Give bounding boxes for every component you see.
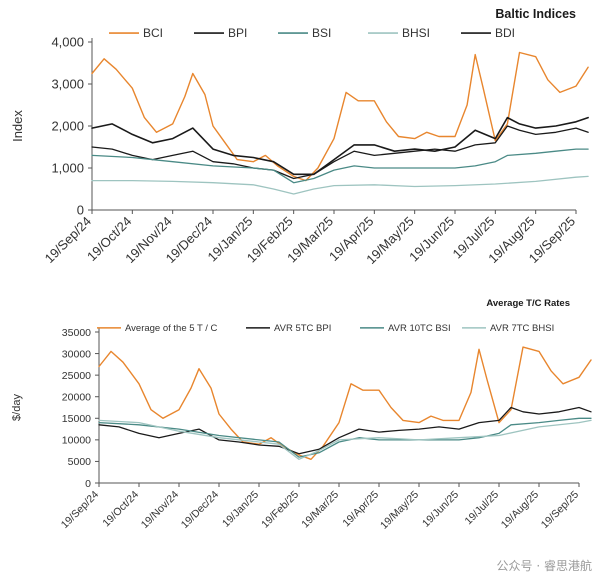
x-tick-label: 19/Feb/25 [259, 489, 301, 531]
series-line-bdi [91, 116, 589, 176]
y-tick-label: 35000 [62, 327, 91, 339]
x-tick-label: 19/Jan/25 [220, 489, 261, 530]
y-tick-label: 0 [77, 203, 84, 218]
series-line-bhsi [91, 175, 589, 195]
x-tick-label: 19/Jun/25 [420, 489, 461, 530]
series-line-bpi [91, 125, 589, 180]
chart-title: Average T/C Rates [486, 298, 570, 309]
legend-label: BDI [495, 26, 515, 40]
y-tick-label: 3,000 [51, 77, 84, 92]
average-tc-rates-chart: Average T/C Rates $/day 0 5000 10000 15000 200… [11, 298, 592, 532]
x-tick-label: 19/Dec/24 [179, 489, 221, 531]
series-line-bsi [91, 148, 589, 184]
x-tick-label: 19/Apr/25 [340, 489, 381, 530]
y-tick-label: 1,000 [51, 161, 84, 176]
x-tick-label: 19/Jul/25 [462, 489, 501, 528]
baltic-indices-chart: Baltic Indices Index 0 1,000 2,000 3,000 4,000… [10, 7, 589, 267]
y-tick-label: 4,000 [51, 35, 84, 50]
y-tick-label: 25000 [62, 370, 91, 382]
series-line-avr-10tc-bsi [98, 417, 592, 458]
legend-label: Average of the 5 T / C [125, 323, 218, 334]
y-tick-label: 10000 [62, 435, 91, 447]
x-tick-label: 19/Mar/25 [299, 489, 341, 531]
watermark: 公众号 · 睿思港航 [496, 559, 592, 573]
x-tick-label: 19/May/25 [378, 489, 421, 532]
legend-label: AVR 10TC BSI [388, 323, 451, 334]
x-tick-label: 19/Nov/24 [139, 489, 181, 531]
x-tick-label: 19/Sep/24 [59, 489, 101, 531]
chart-title: Baltic Indices [495, 7, 576, 21]
y-axis-label: $/day [11, 394, 23, 421]
series-line-average-of-the-5-t-c [98, 346, 592, 460]
legend-label: BCI [143, 26, 163, 40]
series-line-avr-7tc-bhsi [98, 419, 592, 460]
x-tick-label: 19/Aug/25 [499, 489, 541, 531]
legend-label: AVR 7TC BHSI [490, 323, 554, 334]
x-tick-label: 19/Sep/24 [42, 214, 95, 267]
x-tick-label: 19/Sep/25 [539, 489, 581, 531]
y-tick-label: 2,000 [51, 119, 84, 134]
legend-label: BHSI [402, 26, 430, 40]
x-tick-label: 19/Oct/24 [100, 489, 141, 530]
y-axis-label: Index [10, 110, 25, 142]
legend-label: BPI [228, 26, 247, 40]
y-tick-label: 30000 [62, 348, 91, 360]
series-line-avr-5tc-bpi [98, 406, 592, 455]
legend-label: BSI [312, 26, 331, 40]
series-line-bci [91, 51, 589, 182]
y-tick-label: 0 [85, 478, 91, 490]
y-tick-label: 15000 [62, 413, 91, 425]
y-tick-label: 5000 [68, 456, 92, 468]
legend-label: AVR 5TC BPI [274, 323, 331, 334]
y-tick-label: 20000 [62, 391, 91, 403]
